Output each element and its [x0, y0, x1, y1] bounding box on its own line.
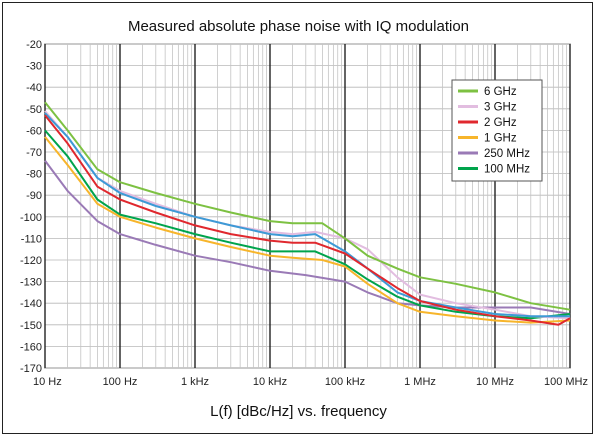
- y-tick-label: -170: [20, 363, 42, 375]
- x-axis-title: L(f) [dBc/Hz] vs. frequency: [210, 403, 387, 420]
- y-tick-label: -160: [20, 341, 42, 353]
- y-tick-label: -100: [20, 212, 42, 224]
- series-line: [44, 112, 570, 318]
- x-tick-label: 10 MHz: [476, 376, 514, 388]
- y-tick-label: -20: [26, 39, 42, 51]
- y-tick-label: -50: [26, 104, 42, 116]
- legend-box: [451, 79, 543, 182]
- x-tick-label: 100 kHz: [325, 376, 365, 388]
- grid: [44, 43, 571, 369]
- legend-label: 250 MHz: [484, 148, 530, 160]
- y-axis-ticks: -20 -30 -40 -50 -60 -70 -80 -90 -100 -110 -120 -130…: [20, 39, 42, 375]
- chart-title: Measured absolute phase noise with IQ mo…: [127, 18, 470, 35]
- legend-label: 100 MHz: [484, 164, 530, 176]
- series-line: [44, 114, 571, 326]
- series-line: [44, 160, 571, 315]
- series-lines: [44, 101, 571, 326]
- y-tick-label: -120: [20, 255, 42, 267]
- legend-label: 3 GHz: [484, 102, 517, 114]
- legend-label: 1 GHz: [484, 133, 517, 145]
- y-tick-label: -80: [26, 169, 42, 181]
- legend: 6 GHz 3 GHz 2 GHz 1 GHz 250 MHz 100 MHz: [451, 79, 543, 182]
- x-axis-ticks: 10 Hz 100 Hz 1 kHz 10 kHz 100 kHz 1 MHz 10 MHz…: [33, 376, 588, 388]
- y-tick-label: -40: [26, 82, 42, 94]
- x-tick-label: 100 Hz: [103, 376, 138, 388]
- legend-label: 2 GHz: [484, 117, 517, 129]
- y-tick-label: -140: [20, 298, 42, 310]
- series-line: [44, 110, 571, 320]
- series-line: [44, 129, 571, 320]
- series-line: [44, 136, 571, 324]
- legend-label: 6 GHz: [484, 86, 517, 98]
- series-line: [44, 101, 571, 311]
- y-tick-label: -90: [26, 190, 42, 202]
- x-tick-label: 10 kHz: [253, 376, 287, 388]
- y-tick-label: -70: [26, 147, 42, 159]
- y-tick-label: -60: [26, 125, 42, 137]
- y-tick-label: -150: [20, 320, 42, 332]
- y-tick-label: -130: [20, 277, 42, 289]
- x-tick-label: 100 MHz: [544, 376, 588, 388]
- y-tick-label: -30: [26, 61, 42, 73]
- x-tick-label: 1 kHz: [181, 376, 209, 388]
- x-tick-label: 1 MHz: [404, 376, 436, 388]
- y-tick-label: -110: [21, 233, 42, 245]
- x-tick-label: 10 Hz: [33, 376, 62, 388]
